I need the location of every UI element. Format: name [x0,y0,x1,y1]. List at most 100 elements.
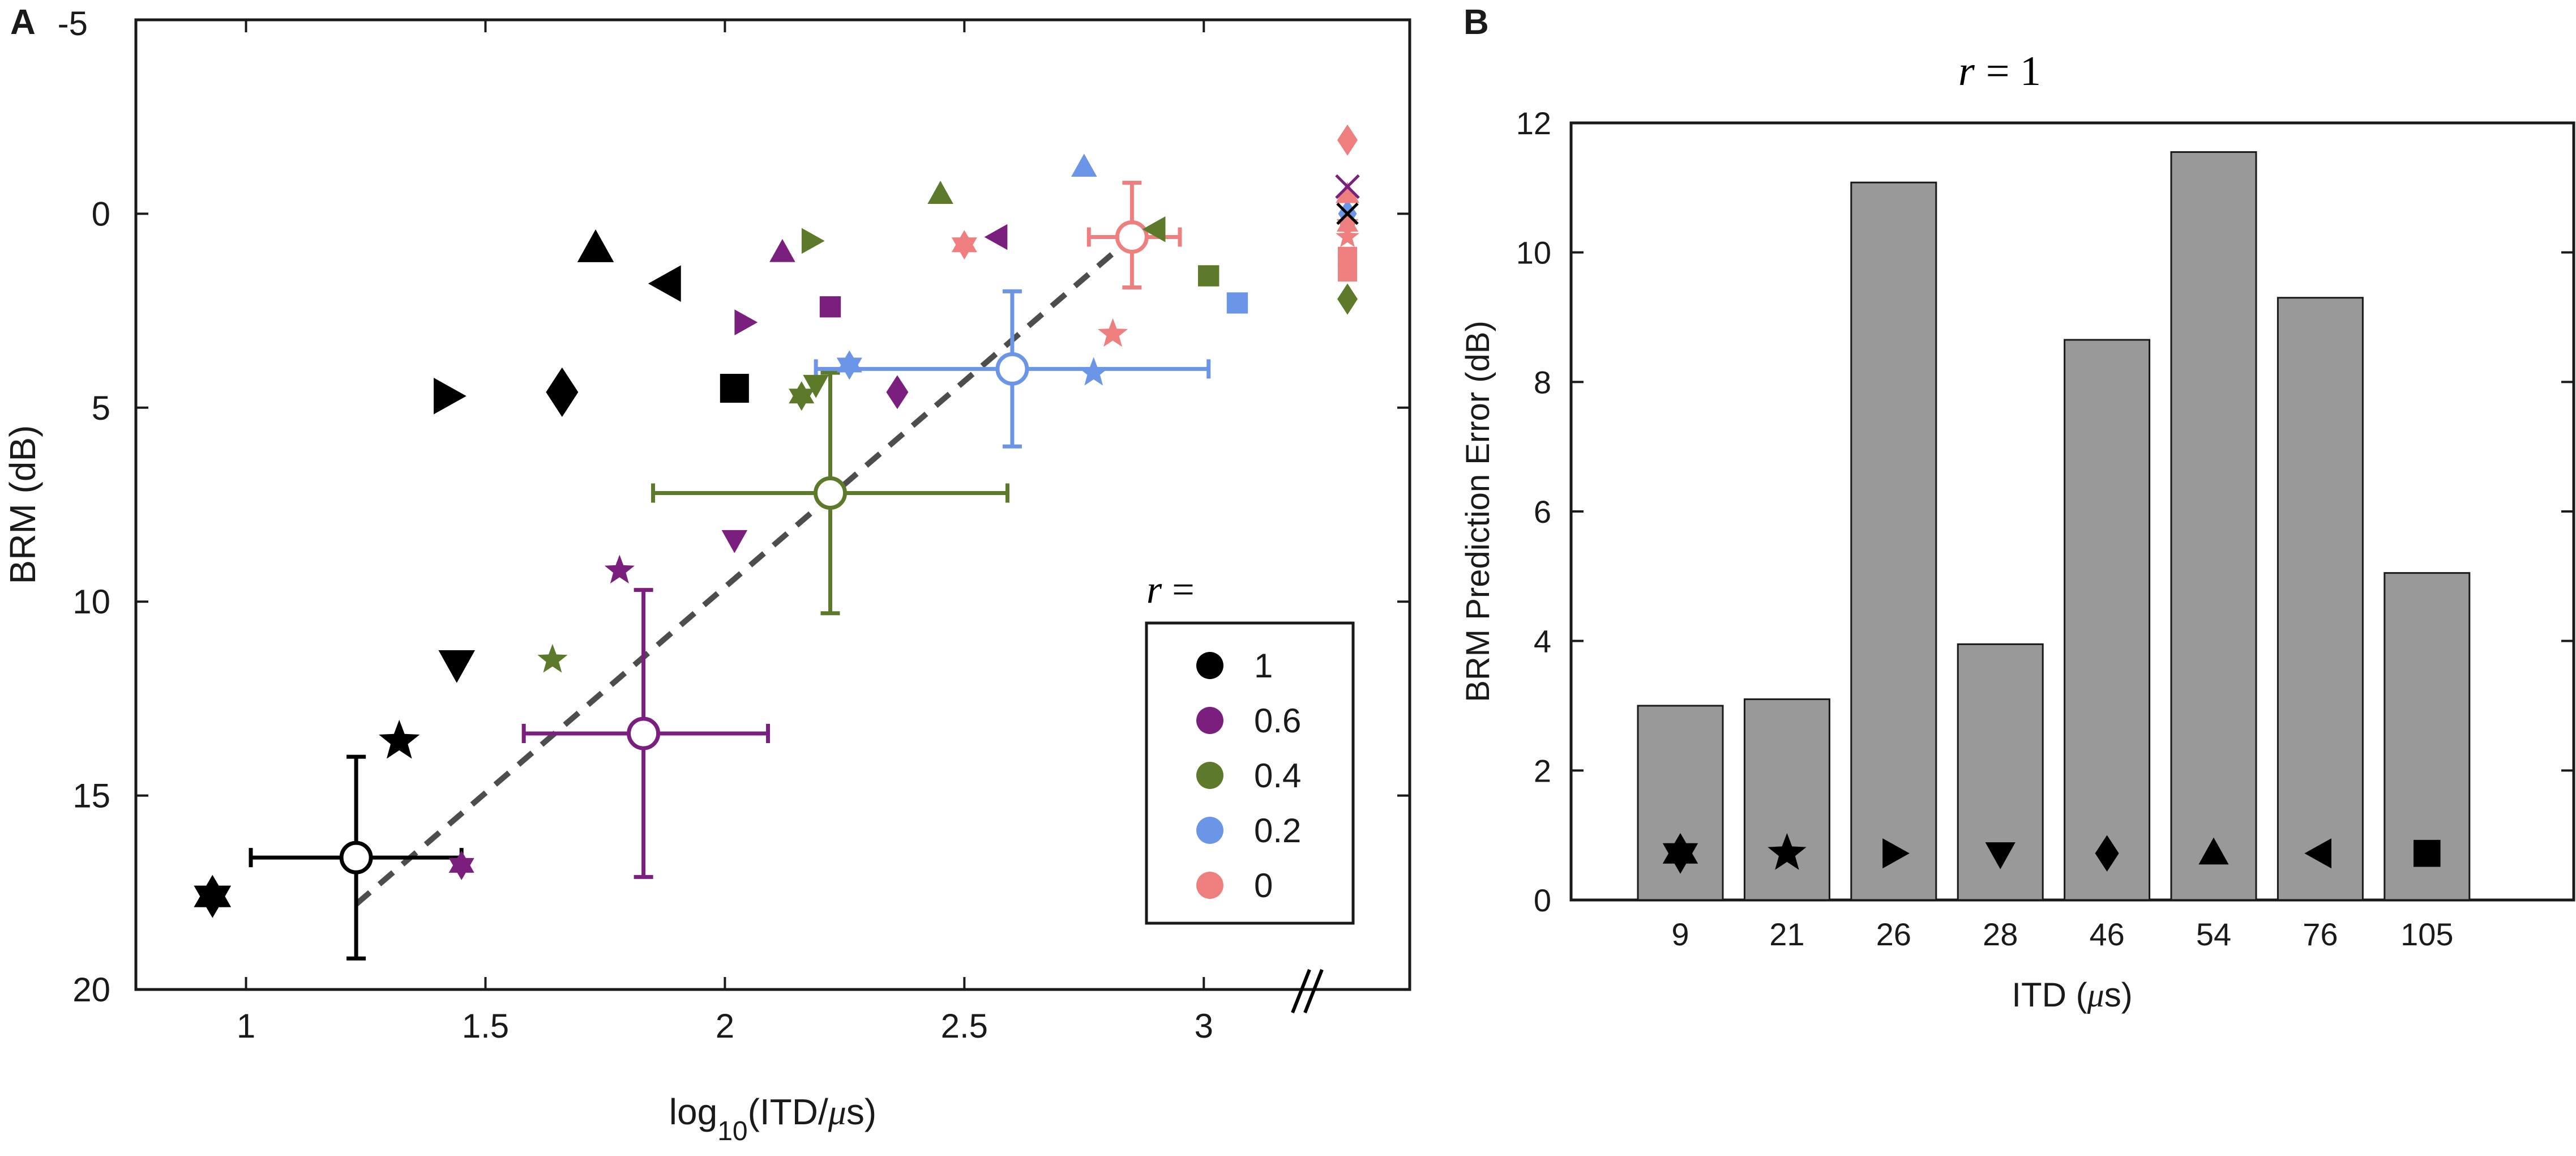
title-eq: = 1 [1986,48,2041,95]
data-point-r1-tri-down [438,650,476,683]
x-tick-label-b: 76 [2303,916,2338,952]
mean-r1 [249,754,464,961]
panel-label-b: B [1464,3,1489,42]
mean-marker [814,476,848,510]
x-tick-label-b: 54 [2196,916,2231,952]
y-tick-labels-b: 0 2 4 6 8 10 12 [1516,105,1551,918]
mean-error-bars [249,181,1211,961]
legend-box [1145,621,1355,925]
x-label-mu: μ [828,1092,846,1132]
x-axis-label-a: log10(ITD/μs) [669,1091,876,1146]
mean-r0 [1086,181,1182,290]
y-tick-label-a: 0 [92,195,110,233]
data-point-r0-4-star [537,643,568,673]
data-point-r0-2-square [1226,292,1248,314]
y-tick-label-b: 0 [1534,882,1551,918]
mean-marker [995,352,1029,386]
legend-item: 0 [1196,867,1273,905]
bar-marker-tri-up [2198,837,2229,865]
legend-item: 0.2 [1196,812,1301,850]
legend-label: 0 [1254,867,1273,905]
legend-title: r = [1146,568,1195,612]
bar-itd-9 [1637,705,1724,901]
data-point-r0-square [1338,262,1358,282]
title-var: r [1958,48,1975,95]
x-tick-label-b: 21 [1769,916,1804,952]
y-axis-label-b: BRM Prediction Error (dB) [1460,321,1496,702]
y-tick-label-a: 10 [72,583,110,621]
x-axis-label-b: ITD (μs) [2012,976,2132,1014]
x-tick-label-b: 46 [2089,916,2124,952]
plot-area-a [134,18,1411,991]
legend-item: 0.6 [1196,702,1301,740]
x-tick-label-a: 1 [237,1007,255,1045]
bar-marker-tri-down [1985,842,2016,869]
data-point-r1-tri-up [577,229,614,262]
mean-marker [627,716,661,750]
legend-title-eq: = [1172,568,1194,612]
data-point-r0-star [1097,318,1128,347]
data-point-r0-star [1336,224,1359,248]
legend-swatch [1196,817,1223,844]
x-tick-label-b: 26 [1876,916,1911,952]
panel-label-a: A [10,3,36,42]
data-point-r1-square [720,374,749,403]
mean-marker [1115,220,1149,254]
y-tick-label-a: 15 [72,777,110,815]
bar-marker-hexagram [1662,833,1698,874]
data-points [194,124,1360,918]
x-tick-label-b: 9 [1671,916,1689,952]
data-point-r0-6-tri-left [984,224,1008,250]
y-tick-label-b: 2 [1534,753,1551,788]
data-point-r0-6-star [604,554,635,584]
y-tick-label-a: 20 [72,971,110,1009]
x-tick-label-a: 2 [716,1007,734,1045]
x-tick-label-b: 28 [1983,916,2018,952]
data-point-r0-6-tri-up [769,238,795,262]
bar-itd-76 [2277,297,2364,901]
data-point-r0-6-tri-down [721,530,748,553]
bar-marker-star [1768,833,1807,870]
x-tick-labels-b: 9 21 26 28 46 54 76 105 [1671,916,2453,952]
x-label-rest: (ITD/ [748,1091,828,1132]
chart-title-b: r = 1 [1958,48,2041,95]
legend-swatch [1196,762,1223,789]
y-tick-label-b: 8 [1534,364,1551,400]
legend-swatch [1196,872,1223,899]
data-point-r0-6-diamond [886,375,909,409]
data-point-r0-4-square [1198,265,1219,287]
fit-line [354,234,1134,907]
data-point-r0-4-tri-left [1142,216,1166,242]
data-point-r0-4-tri-up [927,181,953,204]
bar-itd-26 [1850,181,1937,901]
mean-r0-4 [651,370,1009,616]
legend-items: 1 0.6 0.4 0.2 0 [1196,647,1301,905]
x-label-end: s) [846,1091,876,1132]
y-tick-label-b: 12 [1516,105,1551,141]
y-axis-label-a: BRM (dB) [2,425,43,585]
x-tick-label-b: 105 [2400,916,2453,952]
mean-r0-2 [814,289,1211,449]
bars [1637,151,2471,901]
data-point-r1-tri-right [434,377,467,415]
mean-marker [339,841,373,875]
y-tick-label-b: 10 [1516,235,1551,271]
data-point-r0-tri-up [1336,182,1359,203]
data-point-r0-6-x [1335,174,1360,199]
legend-label: 0.2 [1254,812,1301,850]
xb-label-end: s) [2104,976,2133,1014]
y-tick-label-b: 6 [1534,494,1551,530]
data-point-r1-tri-left [648,265,681,302]
y-tick-labels-a: 0 5 10 15 20 [72,195,110,1009]
data-point-r1-hexagram [194,875,232,918]
bar-marker-diamond [2095,835,2119,872]
legend-label: 0.4 [1254,757,1301,795]
legend-a: r = 1 0.6 0.4 0.2 0 [1145,568,1355,925]
x-tick-label-a: 3 [1195,1007,1213,1045]
axis-break-mark [1291,969,1324,1014]
legend-label: 1 [1254,647,1273,685]
bar-itd-46 [2064,339,2151,901]
data-point-r1-x [1336,202,1359,225]
x-tick-label-a: 1.5 [462,1007,509,1045]
x-label-sub: 10 [717,1116,747,1146]
